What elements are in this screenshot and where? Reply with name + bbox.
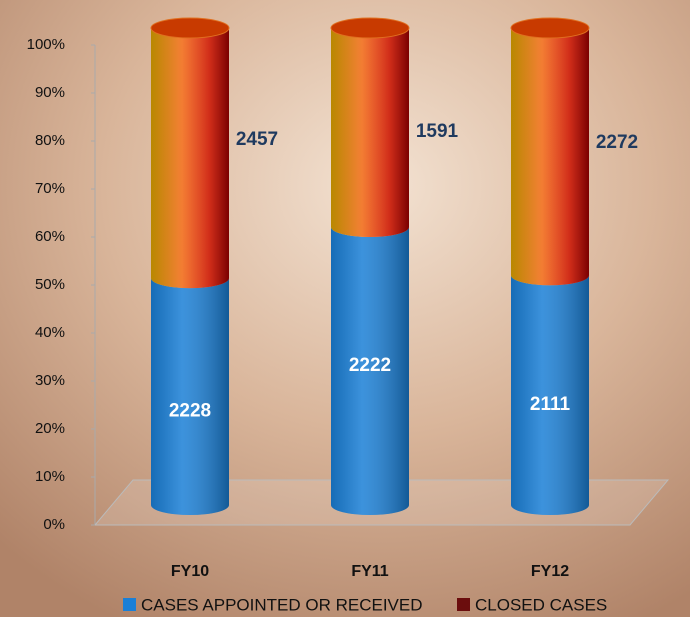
- y-tick-label: 70%: [35, 180, 65, 197]
- x-tick-label: FY10: [171, 563, 209, 580]
- cylinder-shade: [511, 28, 589, 286]
- cylinder-shade: [331, 28, 409, 238]
- cylinder-shade: [151, 278, 230, 515]
- data-label: 2457: [236, 129, 278, 150]
- legend-label: CASES APPOINTED OR RECEIVED: [141, 595, 423, 614]
- cylinder-shade: [151, 28, 229, 289]
- cylinder-top: [510, 17, 590, 39]
- legend-swatch: [123, 598, 136, 611]
- cylinder-shade: [511, 275, 589, 515]
- y-tick-label: 90%: [35, 84, 65, 101]
- legend-swatch: [457, 598, 470, 611]
- cylinder-shade: [331, 227, 409, 515]
- y-tick-label: 60%: [35, 228, 65, 245]
- y-tick-label: 40%: [35, 324, 65, 341]
- y-tick-label: 10%: [35, 468, 65, 485]
- data-label: 2228: [169, 401, 211, 422]
- cylinder-top: [150, 17, 230, 39]
- y-tick-label: 100%: [27, 36, 65, 53]
- y-tick-label: 80%: [35, 132, 65, 149]
- y-tick-label: 0%: [43, 516, 65, 533]
- data-label: 2222: [349, 355, 391, 376]
- data-label: 1591: [416, 121, 459, 142]
- cylinder-top: [330, 17, 410, 39]
- data-label: 2111: [530, 394, 571, 415]
- data-label: 2272: [596, 132, 638, 153]
- x-tick-label: FY12: [531, 563, 569, 580]
- y-tick-label: 30%: [35, 372, 65, 389]
- y-tick-label: 20%: [35, 420, 65, 437]
- legend-label: CLOSED CASES: [475, 595, 607, 614]
- y-tick-label: 50%: [35, 276, 65, 293]
- x-tick-label: FY11: [351, 563, 388, 580]
